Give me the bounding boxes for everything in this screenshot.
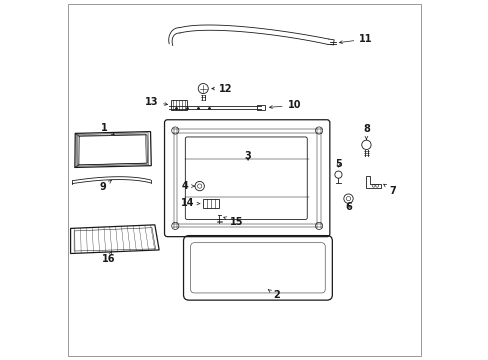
Text: 3: 3	[244, 150, 251, 161]
Text: 9: 9	[99, 180, 111, 192]
Text: 16: 16	[102, 251, 115, 264]
Text: 10: 10	[269, 100, 301, 111]
Bar	[171, 100, 187, 110]
Text: 5: 5	[334, 159, 341, 169]
Text: 2: 2	[268, 290, 280, 301]
Text: 15: 15	[223, 217, 243, 227]
Text: 11: 11	[339, 34, 372, 44]
Text: 1: 1	[101, 123, 114, 135]
Text: 6: 6	[345, 202, 351, 212]
Text: 12: 12	[211, 84, 232, 94]
Text: 14: 14	[181, 198, 200, 208]
Bar	[203, 199, 219, 208]
Bar	[257, 105, 264, 111]
Text: 7: 7	[383, 184, 396, 196]
Text: 13: 13	[144, 97, 167, 107]
Text: 4: 4	[182, 181, 194, 191]
Text: 8: 8	[362, 124, 369, 140]
